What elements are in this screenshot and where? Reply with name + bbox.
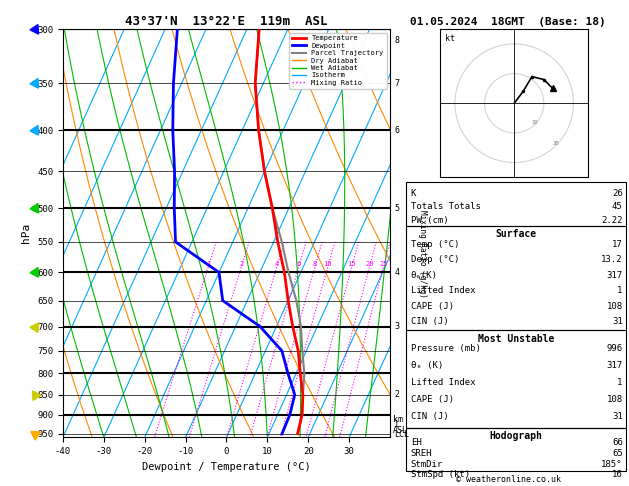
Text: kt: kt bbox=[445, 34, 455, 43]
Text: Lifted Index: Lifted Index bbox=[411, 378, 476, 387]
Text: Hodograph: Hodograph bbox=[489, 431, 542, 441]
Text: 20: 20 bbox=[552, 141, 559, 146]
Text: K: K bbox=[411, 189, 416, 198]
Text: 17: 17 bbox=[612, 240, 623, 249]
Text: 13.2: 13.2 bbox=[601, 255, 623, 264]
Text: 108: 108 bbox=[606, 302, 623, 311]
Text: Temp (°C): Temp (°C) bbox=[411, 240, 459, 249]
Text: 996: 996 bbox=[606, 344, 623, 353]
Text: 2.22: 2.22 bbox=[601, 216, 623, 225]
Text: CAPE (J): CAPE (J) bbox=[411, 302, 454, 311]
Text: Pressure (mb): Pressure (mb) bbox=[411, 344, 481, 353]
Text: Lifted Index: Lifted Index bbox=[411, 286, 476, 295]
Text: Dewp (°C): Dewp (°C) bbox=[411, 255, 459, 264]
Text: 16: 16 bbox=[612, 470, 623, 480]
X-axis label: Dewpoint / Temperature (°C): Dewpoint / Temperature (°C) bbox=[142, 462, 311, 472]
Text: 15: 15 bbox=[347, 261, 356, 267]
Text: 65: 65 bbox=[612, 449, 623, 458]
Text: 10: 10 bbox=[532, 120, 538, 125]
Text: 317: 317 bbox=[606, 361, 623, 370]
Text: 4: 4 bbox=[275, 261, 279, 267]
Text: LCL: LCL bbox=[394, 430, 409, 439]
Text: Most Unstable: Most Unstable bbox=[477, 334, 554, 344]
Y-axis label: hPa: hPa bbox=[21, 223, 31, 243]
Text: PW (cm): PW (cm) bbox=[411, 216, 448, 225]
Text: 2: 2 bbox=[394, 390, 399, 399]
Text: 45: 45 bbox=[612, 202, 623, 211]
Text: StmSpd (kt): StmSpd (kt) bbox=[411, 470, 470, 480]
Text: 7: 7 bbox=[394, 79, 399, 88]
Text: 31: 31 bbox=[612, 317, 623, 327]
Text: 8: 8 bbox=[313, 261, 317, 267]
Text: 6: 6 bbox=[394, 125, 399, 135]
Text: 6: 6 bbox=[296, 261, 301, 267]
Text: 66: 66 bbox=[612, 438, 623, 448]
Text: 10: 10 bbox=[323, 261, 332, 267]
Text: Surface: Surface bbox=[495, 229, 537, 240]
Text: 2: 2 bbox=[239, 261, 243, 267]
Text: 1: 1 bbox=[617, 286, 623, 295]
Text: km
ASL: km ASL bbox=[392, 415, 408, 434]
Title: 43°37'N  13°22'E  119m  ASL: 43°37'N 13°22'E 119m ASL bbox=[125, 15, 328, 28]
Text: 1: 1 bbox=[206, 261, 210, 267]
Text: 20: 20 bbox=[365, 261, 374, 267]
Text: Totals Totals: Totals Totals bbox=[411, 202, 481, 211]
Text: CAPE (J): CAPE (J) bbox=[411, 395, 454, 404]
Text: 26: 26 bbox=[612, 189, 623, 198]
Text: 1: 1 bbox=[394, 420, 399, 429]
Text: CIN (J): CIN (J) bbox=[411, 412, 448, 421]
Text: θₑ (K): θₑ (K) bbox=[411, 361, 443, 370]
Text: 1: 1 bbox=[617, 378, 623, 387]
Text: StmDir: StmDir bbox=[411, 460, 443, 469]
Text: 108: 108 bbox=[606, 395, 623, 404]
Text: Mixing Ratio (g/kg): Mixing Ratio (g/kg) bbox=[418, 210, 426, 297]
Text: © weatheronline.co.uk: © weatheronline.co.uk bbox=[456, 474, 560, 484]
Text: 5: 5 bbox=[394, 204, 399, 213]
Text: 4: 4 bbox=[394, 268, 399, 277]
Text: CIN (J): CIN (J) bbox=[411, 317, 448, 327]
Text: SREH: SREH bbox=[411, 449, 432, 458]
Legend: Temperature, Dewpoint, Parcel Trajectory, Dry Adiabat, Wet Adiabat, Isotherm, Mi: Temperature, Dewpoint, Parcel Trajectory… bbox=[289, 33, 386, 88]
Text: 01.05.2024  18GMT  (Base: 18): 01.05.2024 18GMT (Base: 18) bbox=[410, 17, 606, 27]
Text: 185°: 185° bbox=[601, 460, 623, 469]
Text: θₑ(K): θₑ(K) bbox=[411, 271, 438, 280]
Text: 25: 25 bbox=[379, 261, 387, 267]
Text: EH: EH bbox=[411, 438, 421, 448]
Text: 3: 3 bbox=[394, 322, 399, 331]
Text: 8: 8 bbox=[394, 36, 399, 45]
Text: 317: 317 bbox=[606, 271, 623, 280]
Text: 31: 31 bbox=[612, 412, 623, 421]
